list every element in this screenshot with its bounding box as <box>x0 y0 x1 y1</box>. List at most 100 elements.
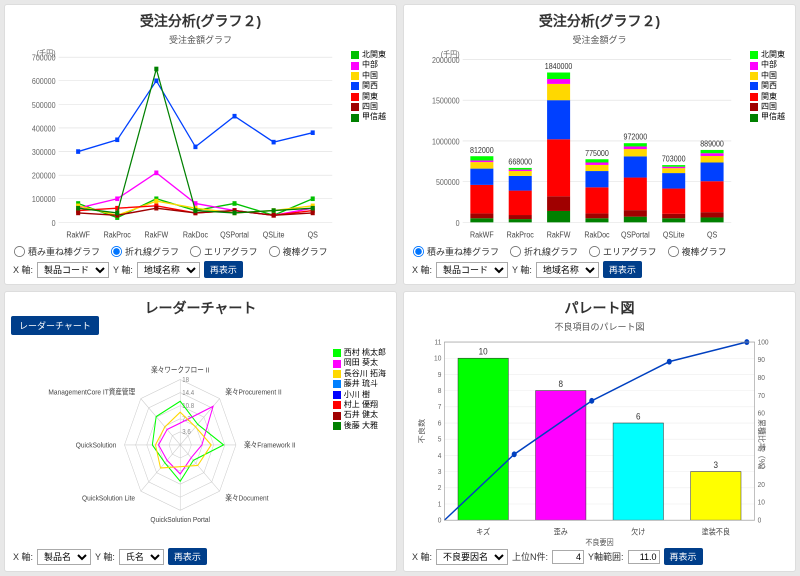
svg-text:4: 4 <box>438 451 442 460</box>
svg-text:QuickSolution Lite: QuickSolution Lite <box>82 494 135 503</box>
bar-chart-legend: 北関東中部中国関西関東四国甲信越 <box>750 50 785 123</box>
chart-subtitle: 受注金額グラフ <box>13 33 388 46</box>
svg-text:500000: 500000 <box>436 178 460 188</box>
svg-text:3.6: 3.6 <box>182 429 191 437</box>
svg-text:楽々Framework II: 楽々Framework II <box>244 440 296 450</box>
svg-text:0: 0 <box>456 218 460 228</box>
svg-text:90: 90 <box>758 356 765 365</box>
svg-text:歪み: 歪み <box>554 527 568 537</box>
radar-chart-panel: レーダーチャート レーダーチャート 楽々ワークフロー II楽々Procureme… <box>4 291 397 572</box>
svg-text:QuickSolution: QuickSolution <box>76 441 117 450</box>
svg-text:1500000: 1500000 <box>432 96 460 106</box>
xaxis-select[interactable]: 製品名 <box>37 549 91 565</box>
svg-text:3: 3 <box>438 468 442 477</box>
yaxis-select[interactable]: 地域名称 <box>137 262 200 278</box>
line-chart: 0100000200000300000400000500000600000700… <box>13 48 388 243</box>
panel-title: パレート図 <box>412 298 787 318</box>
panel-title: 受注分析(グラフ２) <box>412 11 787 31</box>
svg-text:QSPortal: QSPortal <box>621 230 650 240</box>
redraw-button[interactable]: 再表示 <box>664 548 703 565</box>
xaxis-label: X 軸: <box>13 263 33 276</box>
svg-text:1840000: 1840000 <box>545 62 573 72</box>
svg-text:6: 6 <box>438 419 442 428</box>
svg-text:QuickSolution Portal: QuickSolution Portal <box>150 516 210 525</box>
svg-text:10: 10 <box>479 346 488 357</box>
redraw-button[interactable]: 再表示 <box>204 261 243 278</box>
line-chart-panel: 受注分析(グラフ２) 受注金額グラフ 010000020000030000040… <box>4 4 397 285</box>
svg-text:RakWF: RakWF <box>470 230 494 240</box>
svg-text:300000: 300000 <box>32 148 56 158</box>
yrange-input[interactable] <box>628 550 660 564</box>
svg-text:668000: 668000 <box>508 157 532 167</box>
svg-text:欠け: 欠け <box>631 526 645 537</box>
yaxis-select[interactable]: 氏名 <box>119 549 164 565</box>
chart-type-radio[interactable]: 積み重ね棒グラフ <box>412 245 499 258</box>
redraw-button[interactable]: 再表示 <box>168 548 207 565</box>
svg-text:80: 80 <box>758 374 765 383</box>
bar-chart-panel: 受注分析(グラフ２) 受注金額グラ 0500000100000015000002… <box>403 4 796 285</box>
svg-text:0: 0 <box>438 516 442 525</box>
yaxis-select[interactable]: 地域名称 <box>536 262 599 278</box>
svg-text:QS: QS <box>308 230 318 240</box>
svg-text:703000: 703000 <box>662 154 686 164</box>
svg-text:楽々Document: 楽々Document <box>225 493 268 503</box>
svg-text:10: 10 <box>434 354 441 363</box>
svg-text:100: 100 <box>758 338 769 347</box>
svg-text:1: 1 <box>438 500 442 509</box>
chart-type-radio[interactable]: エリアグラフ <box>588 245 657 258</box>
svg-text:70: 70 <box>758 391 765 400</box>
svg-text:812000: 812000 <box>470 145 494 155</box>
svg-text:500000: 500000 <box>32 100 56 110</box>
yaxis-label: Y 軸: <box>512 263 532 276</box>
svg-text:20: 20 <box>758 481 765 490</box>
bar-chart: 0500000100000015000002000000(千円)RakWF812… <box>412 48 787 243</box>
yaxis-label: Y 軸: <box>95 550 115 563</box>
redraw-button[interactable]: 再表示 <box>603 261 642 278</box>
topn-label: 上位N件: <box>512 550 548 563</box>
chart-type-radios: 積み重ね棒グラフ折れ線グラフエリアグラフ複棒グラフ <box>13 245 388 258</box>
chart-subtitle: 受注金額グラ <box>412 33 787 46</box>
chart-type-radio[interactable]: 折れ線グラフ <box>509 245 578 258</box>
chart-type-radio[interactable]: 複棒グラフ <box>667 245 727 258</box>
xaxis-label: X 軸: <box>412 263 432 276</box>
xaxis-select[interactable]: 製品コード <box>436 262 508 278</box>
svg-text:0: 0 <box>52 218 56 228</box>
svg-text:8: 8 <box>438 387 442 396</box>
yaxis-label: Y 軸: <box>113 263 133 276</box>
radar-chart: 楽々ワークフロー II楽々Procurement II楽々Framework I… <box>13 320 388 546</box>
xaxis-select[interactable]: 不良要因名 <box>436 549 508 565</box>
chart-type-radio[interactable]: 折れ線グラフ <box>110 245 179 258</box>
svg-text:60: 60 <box>758 409 765 418</box>
svg-text:RakProc: RakProc <box>104 230 131 240</box>
svg-text:1000000: 1000000 <box>432 137 460 147</box>
svg-text:RakDoc: RakDoc <box>584 230 609 240</box>
chart-type-radio[interactable]: 積み重ね棒グラフ <box>13 245 100 258</box>
svg-text:QSLite: QSLite <box>663 230 685 240</box>
topn-input[interactable] <box>552 550 584 564</box>
svg-text:9: 9 <box>438 370 442 379</box>
svg-text:775000: 775000 <box>585 148 609 158</box>
chart-type-radio[interactable]: 複棒グラフ <box>268 245 328 258</box>
svg-text:14.4: 14.4 <box>182 390 194 398</box>
line-chart-legend: 北関東中部中国関西関東四国甲信越 <box>351 50 386 123</box>
svg-text:ManagementCore IT資産管理: ManagementCore IT資産管理 <box>48 387 135 397</box>
svg-text:QSPortal: QSPortal <box>220 230 249 240</box>
svg-text:100000: 100000 <box>32 195 56 205</box>
svg-text:塗装不良: 塗装不良 <box>702 526 731 537</box>
svg-text:RakFW: RakFW <box>145 230 169 240</box>
svg-text:キズ: キズ <box>476 526 490 537</box>
svg-text:2: 2 <box>438 484 442 493</box>
xaxis-select[interactable]: 製品コード <box>37 262 109 278</box>
svg-text:不良要因: 不良要因 <box>585 536 614 546</box>
svg-text:楽々Procurement II: 楽々Procurement II <box>225 387 281 397</box>
chart-type-radio[interactable]: エリアグラフ <box>189 245 258 258</box>
svg-text:5: 5 <box>438 435 442 444</box>
svg-text:RakProc: RakProc <box>507 230 534 240</box>
svg-text:QSLite: QSLite <box>263 230 285 240</box>
panel-title: レーダーチャート <box>13 298 388 318</box>
svg-text:QS: QS <box>707 230 717 240</box>
svg-text:不良数: 不良数 <box>417 418 426 443</box>
xaxis-label: X 軸: <box>13 550 33 563</box>
svg-text:889000: 889000 <box>700 139 724 149</box>
pareto-chart-panel: パレート図 不良項目のパレート図 01234567891011010203040… <box>403 291 796 572</box>
